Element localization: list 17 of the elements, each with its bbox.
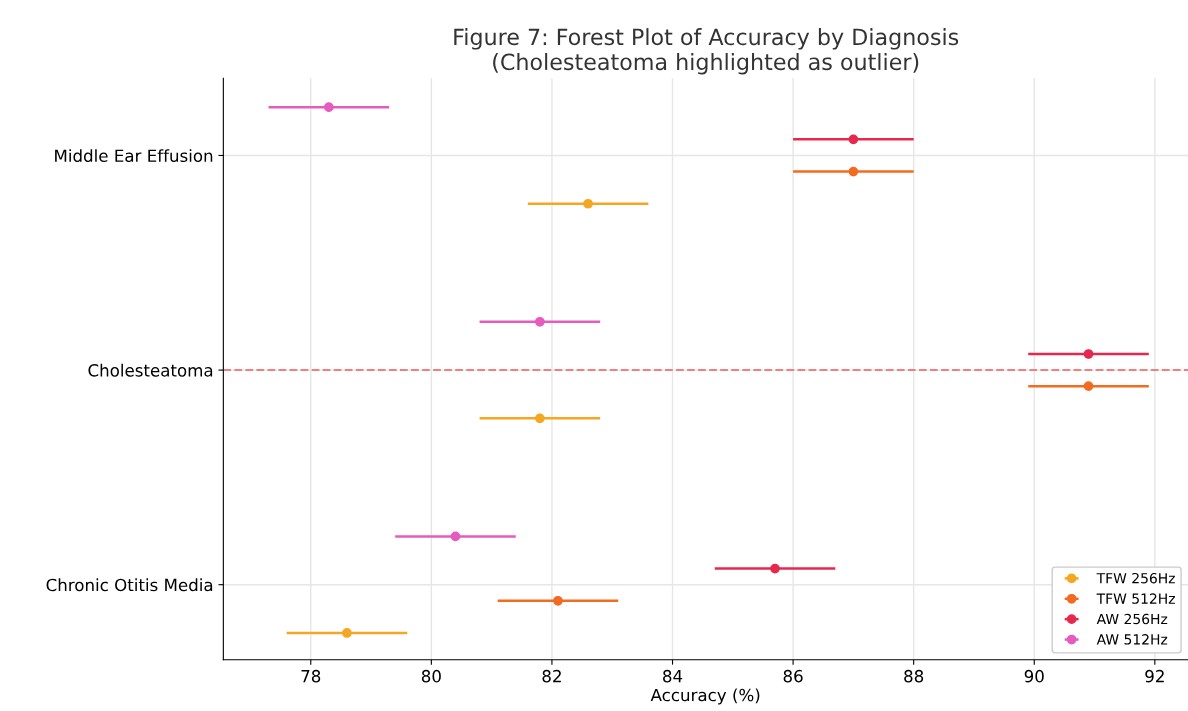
y-tick-label: Middle Ear Effusion	[55, 149, 213, 163]
x-tick-label: 88	[904, 669, 924, 683]
x-tick-label: 84	[663, 669, 683, 683]
x-tick-label: 80	[421, 669, 441, 683]
x-tick-label: 86	[783, 669, 803, 683]
x-tick-label: 78	[301, 669, 321, 683]
legend-label: AW 512Hz	[1096, 634, 1168, 645]
y-tick-label: Chronic Otitis Media	[46, 578, 213, 592]
legend-label: AW 256Hz	[1096, 613, 1168, 625]
x-tick-label: 90	[1024, 669, 1044, 683]
legend-label: TFW 256Hz	[1096, 572, 1175, 584]
x-tick-label: 92	[1145, 669, 1164, 683]
legend-label: TFW 512Hz	[1096, 593, 1175, 604]
chart-title: Figure 7: Forest Plot of Accuracy by Diagnosis (Cholesteatoma highlighted as outlier)	[454, 28, 959, 75]
y-tick-label: Cholesteatoma	[88, 363, 213, 377]
x-axis-title: Accuracy (%)	[650, 688, 760, 705]
x-tick-label: 82	[542, 669, 561, 683]
